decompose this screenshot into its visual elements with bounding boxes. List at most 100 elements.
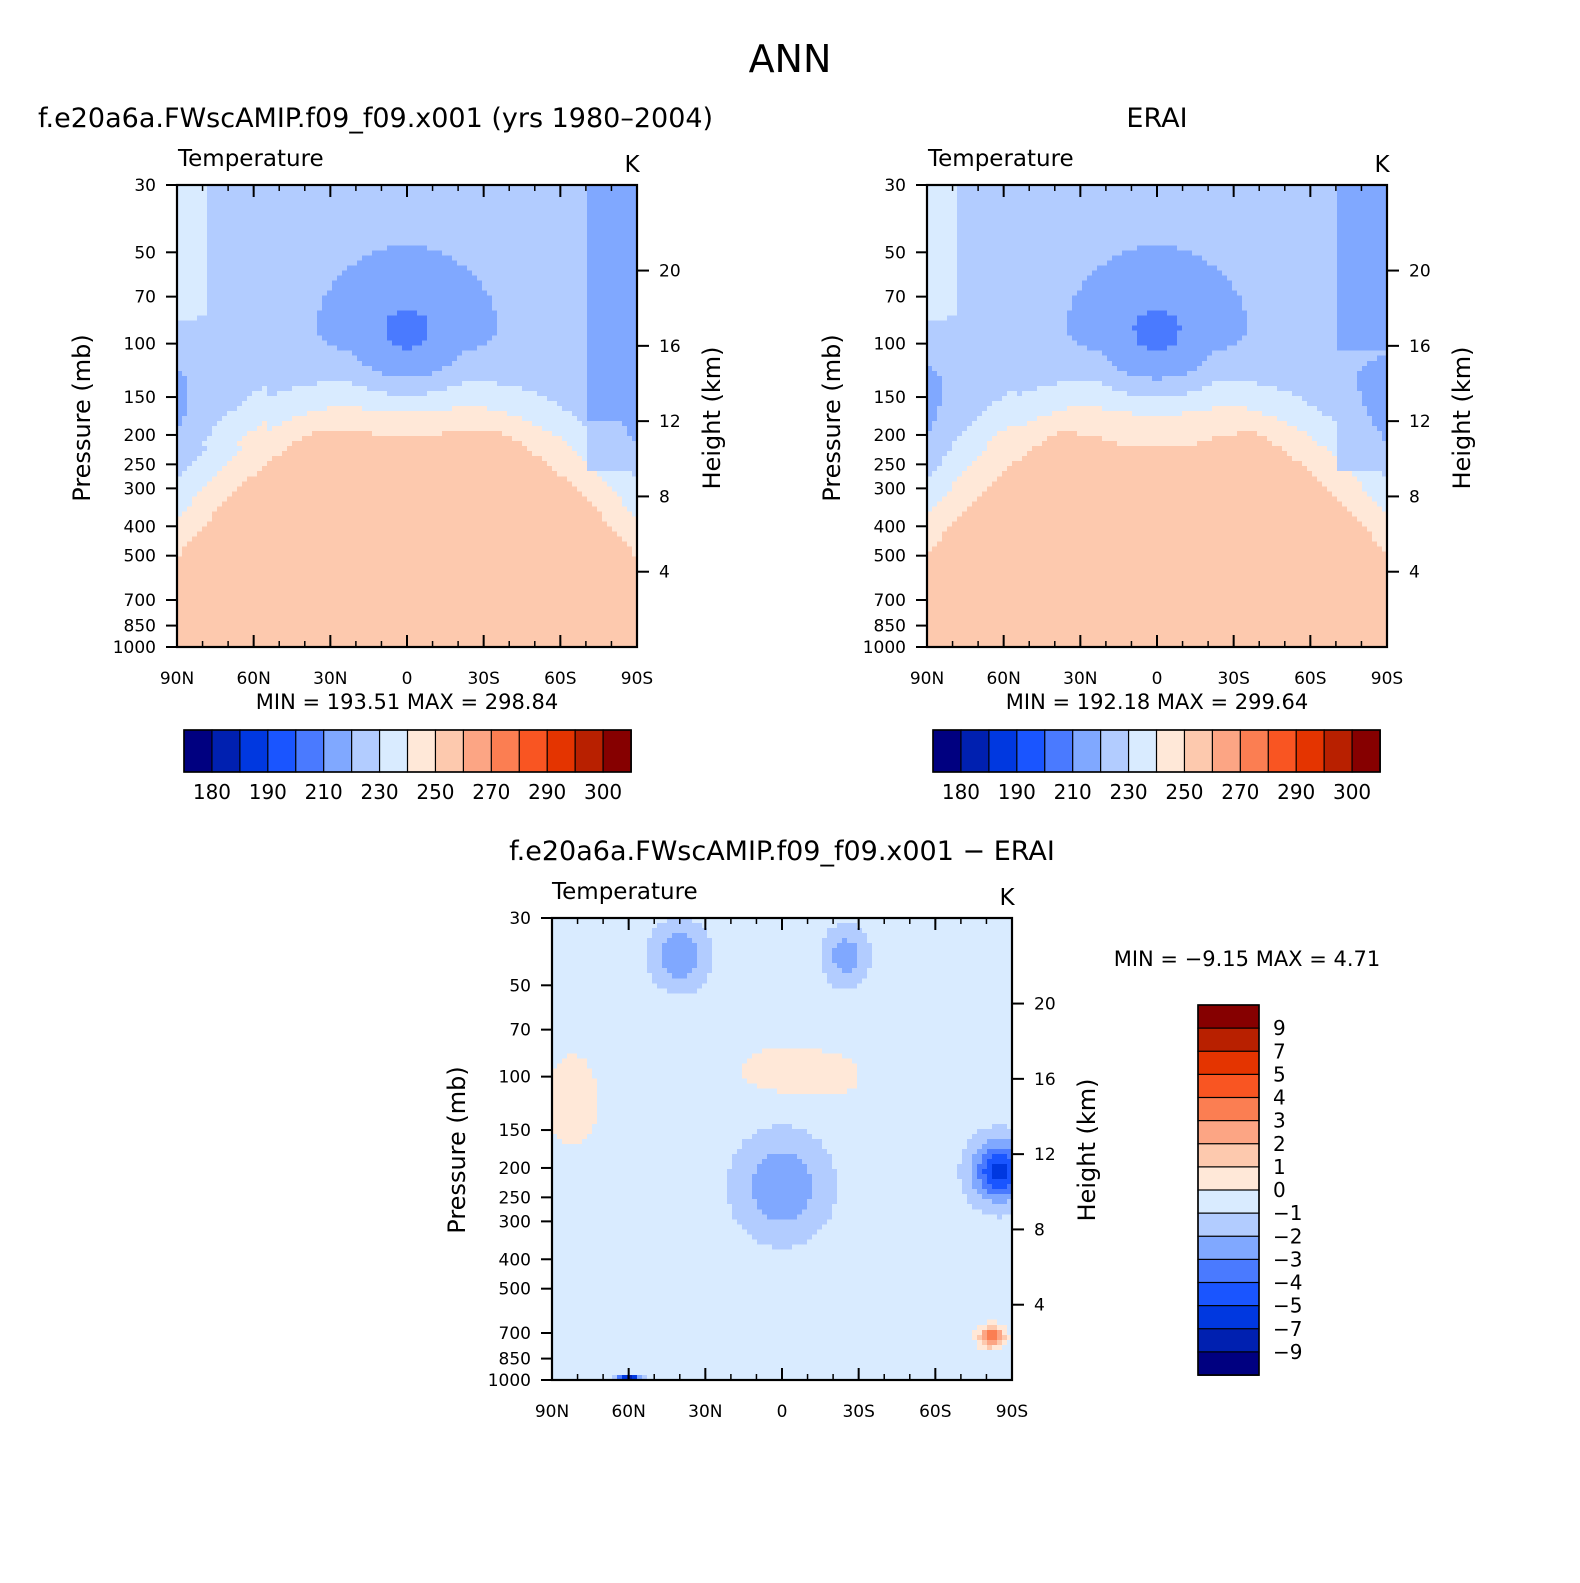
field-cell — [342, 195, 348, 201]
field-cell — [512, 290, 518, 296]
field-cell — [412, 240, 418, 246]
field-cell — [587, 255, 593, 261]
field-cell — [327, 295, 333, 301]
field-cell — [562, 220, 568, 226]
field-cell — [322, 205, 328, 211]
field-cell — [607, 220, 613, 226]
field-cell — [307, 250, 313, 256]
field-cell — [482, 275, 488, 281]
field-cell — [182, 195, 188, 201]
field-cell — [317, 275, 323, 281]
field-cell — [217, 200, 223, 206]
field-cell — [462, 270, 468, 276]
field-cell — [602, 295, 608, 301]
field-cell — [277, 200, 283, 206]
field-cell — [357, 200, 363, 206]
field-cell — [477, 220, 483, 226]
field-cell — [292, 250, 298, 256]
field-cell — [247, 265, 253, 271]
field-cell — [627, 225, 633, 231]
field-cell — [267, 290, 273, 296]
field-cell — [252, 270, 258, 276]
field-cell — [357, 295, 363, 301]
field-cell — [487, 255, 493, 261]
field-cell — [472, 280, 478, 286]
field-cell — [302, 210, 308, 216]
field-cell — [397, 290, 403, 296]
field-cell — [292, 230, 298, 236]
field-cell — [202, 270, 208, 276]
field-cell — [462, 285, 468, 291]
field-cell — [192, 240, 198, 246]
field-cell — [242, 301, 248, 307]
field-cell — [387, 270, 393, 276]
field-cell — [192, 220, 198, 226]
field-cell — [502, 250, 508, 256]
field-cell — [232, 280, 238, 286]
field-cell — [607, 290, 613, 296]
field-cell — [377, 195, 383, 201]
field-cell — [457, 280, 463, 286]
field-cell — [602, 285, 608, 291]
field-cell — [397, 285, 403, 291]
field-cell — [547, 225, 553, 231]
field-cell — [612, 255, 618, 261]
field-cell — [282, 301, 288, 307]
field-cell — [382, 275, 388, 281]
field-cell — [182, 270, 188, 276]
field-cell — [257, 275, 263, 281]
field-cell — [252, 200, 258, 206]
field-cell — [187, 240, 193, 246]
field-cell — [532, 265, 538, 271]
field-cell — [517, 295, 523, 301]
field-cell — [327, 265, 333, 271]
field-cell — [237, 295, 243, 301]
field-cell — [202, 195, 208, 201]
field-cell — [402, 240, 408, 246]
field-cell — [362, 280, 368, 286]
field-cell — [467, 195, 473, 201]
field-cell — [412, 270, 418, 276]
field-cell — [487, 306, 493, 312]
field-cell — [227, 230, 233, 236]
field-cell — [582, 275, 588, 281]
field-cell — [237, 265, 243, 271]
field-cell — [347, 265, 353, 271]
field-cell — [382, 205, 388, 211]
field-cell — [347, 255, 353, 261]
field-cell — [332, 215, 338, 221]
field-cell — [342, 285, 348, 291]
field-cell — [307, 280, 313, 286]
field-cell — [352, 235, 358, 241]
field-cell — [272, 280, 278, 286]
field-cell — [377, 275, 383, 281]
field-cell — [572, 200, 578, 206]
field-cell — [197, 275, 203, 281]
field-cell — [182, 210, 188, 216]
field-cell — [347, 190, 353, 196]
panel-model-variable: Temperature — [177, 146, 324, 172]
field-cell — [402, 285, 408, 291]
field-cell — [527, 245, 533, 251]
field-cell — [317, 205, 323, 211]
field-cell — [292, 280, 298, 286]
field-cell — [567, 260, 573, 266]
field-cell — [252, 285, 258, 291]
field-cell — [447, 230, 453, 236]
field-cell — [612, 301, 618, 307]
field-cell — [492, 225, 498, 231]
field-cell — [537, 295, 543, 301]
field-cell — [272, 306, 278, 312]
field-cell — [307, 265, 313, 271]
field-cell — [537, 255, 543, 261]
field-cell — [242, 225, 248, 231]
field-cell — [342, 200, 348, 206]
field-cell — [502, 285, 508, 291]
field-cell — [497, 200, 503, 206]
field-cell — [372, 210, 378, 216]
field-cell — [207, 295, 213, 301]
field-cell — [212, 205, 218, 211]
field-cell — [597, 195, 603, 201]
field-cell — [602, 205, 608, 211]
field-cell — [442, 245, 448, 251]
